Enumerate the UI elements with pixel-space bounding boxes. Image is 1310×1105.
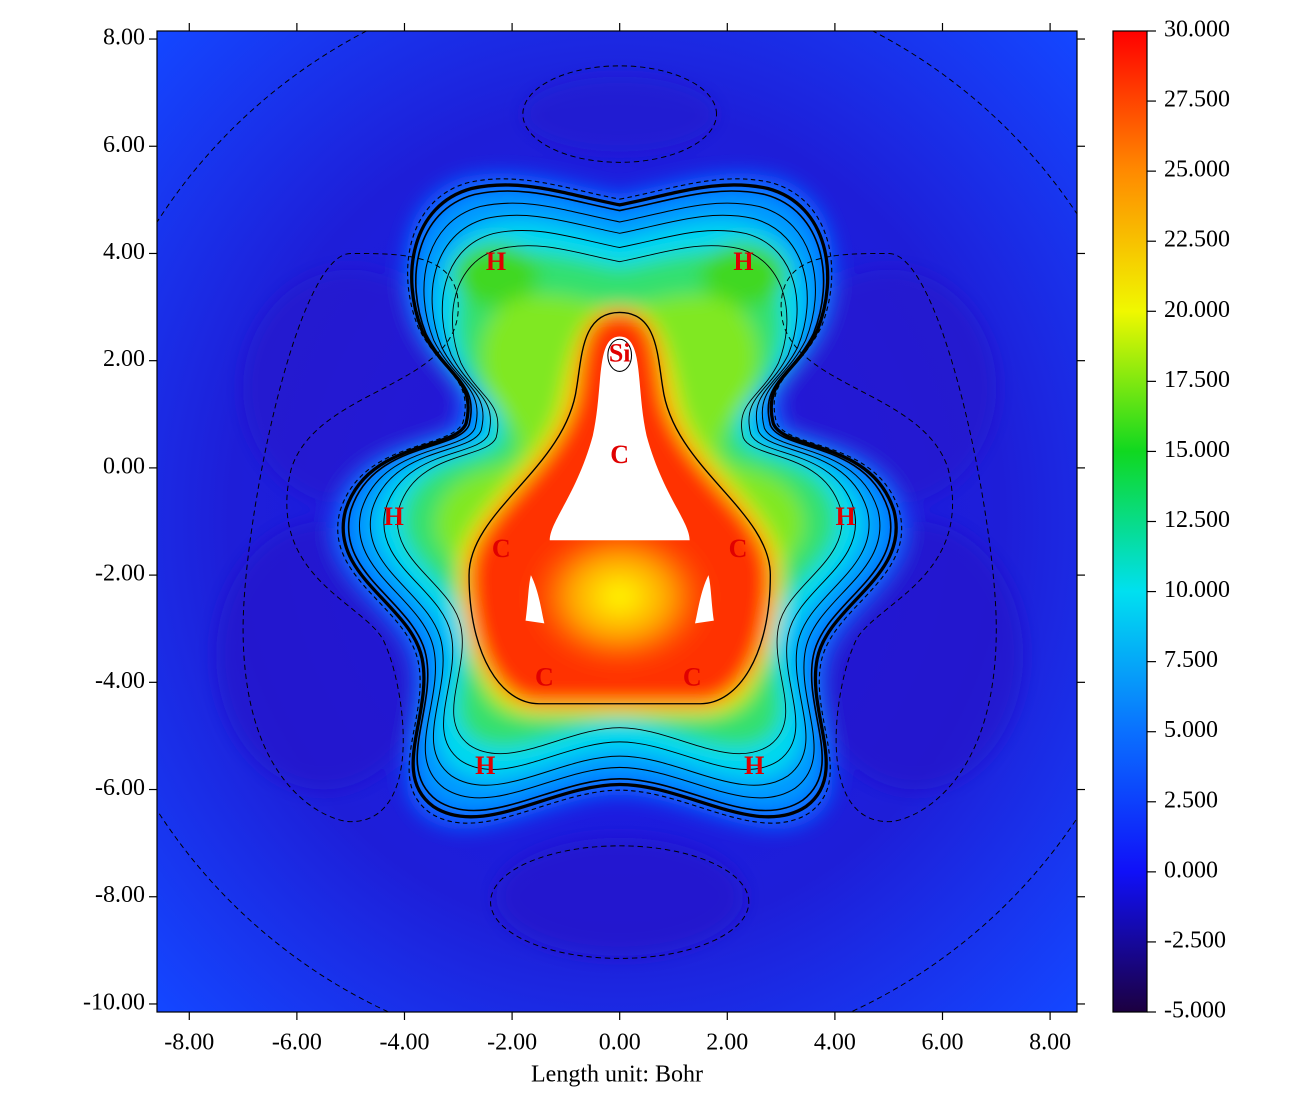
y-tick-label: -6.00 bbox=[95, 775, 145, 801]
x-tick-label: 2.00 bbox=[706, 1030, 748, 1056]
y-tick-label: 0.00 bbox=[103, 453, 145, 479]
colorbar-tick-label: -5.000 bbox=[1164, 998, 1226, 1024]
x-tick-label: 8.00 bbox=[1029, 1030, 1071, 1056]
atom-label: H bbox=[744, 751, 764, 780]
y-tick-label: 4.00 bbox=[103, 239, 145, 265]
y-tick-label: -8.00 bbox=[95, 882, 145, 908]
x-tick-label: -6.00 bbox=[272, 1030, 322, 1056]
colorbar-tick-label: 27.500 bbox=[1164, 87, 1230, 113]
colorbar-tick-label: 22.500 bbox=[1164, 227, 1230, 253]
colorbar-tick-label: 0.000 bbox=[1164, 857, 1218, 883]
atom-label: C bbox=[535, 663, 554, 692]
atom-label: H bbox=[733, 247, 753, 276]
y-tick-label: -4.00 bbox=[95, 668, 145, 694]
atom-label: C bbox=[492, 534, 511, 563]
x-tick-label: 4.00 bbox=[814, 1030, 856, 1056]
colorbar-tick-label: 2.500 bbox=[1164, 787, 1218, 813]
colorbar-tick-label: 12.500 bbox=[1164, 507, 1230, 533]
x-tick-label: 0.00 bbox=[599, 1030, 641, 1056]
colorbar-tick-label: 7.500 bbox=[1164, 647, 1218, 673]
atom-label: H bbox=[384, 502, 404, 531]
y-tick-label: -10.00 bbox=[83, 989, 145, 1015]
atom-label: C bbox=[683, 663, 702, 692]
y-tick-label: 6.00 bbox=[103, 132, 145, 158]
colorbar-tick-label: 5.000 bbox=[1164, 717, 1218, 743]
colorbar-tick-label: 10.000 bbox=[1164, 577, 1230, 603]
atom-label: Si bbox=[609, 338, 631, 367]
y-tick-label: 8.00 bbox=[103, 25, 145, 51]
colorbar-tick-label: 17.500 bbox=[1164, 367, 1230, 393]
atom-label: H bbox=[486, 247, 506, 276]
y-tick-label: -2.00 bbox=[95, 561, 145, 587]
atom-label: C bbox=[610, 440, 629, 469]
y-tick-label: 2.00 bbox=[103, 346, 145, 372]
x-tick-label: -8.00 bbox=[164, 1030, 214, 1056]
colorbar-tick-label: 20.000 bbox=[1164, 297, 1230, 323]
field-shapes bbox=[157, 31, 1077, 1012]
x-tick-label: 6.00 bbox=[921, 1030, 963, 1056]
plot-frame bbox=[156, 30, 1078, 1013]
x-tick-label: -4.00 bbox=[379, 1030, 429, 1056]
x-axis-label: Length unit: Bohr bbox=[531, 1062, 703, 1088]
colorbar bbox=[1113, 31, 1147, 1012]
colorbar-tick-label: 15.000 bbox=[1164, 437, 1230, 463]
colorbar-tick-label: 25.000 bbox=[1164, 157, 1230, 183]
atom-label: H bbox=[836, 502, 856, 531]
colorbar-tick-label: 30.000 bbox=[1164, 17, 1230, 43]
field bbox=[157, 31, 1077, 1012]
colorbar-tick-label: -2.500 bbox=[1164, 927, 1226, 953]
x-tick-label: -2.00 bbox=[487, 1030, 537, 1056]
atom-label: C bbox=[729, 534, 748, 563]
atom-label: H bbox=[475, 751, 495, 780]
